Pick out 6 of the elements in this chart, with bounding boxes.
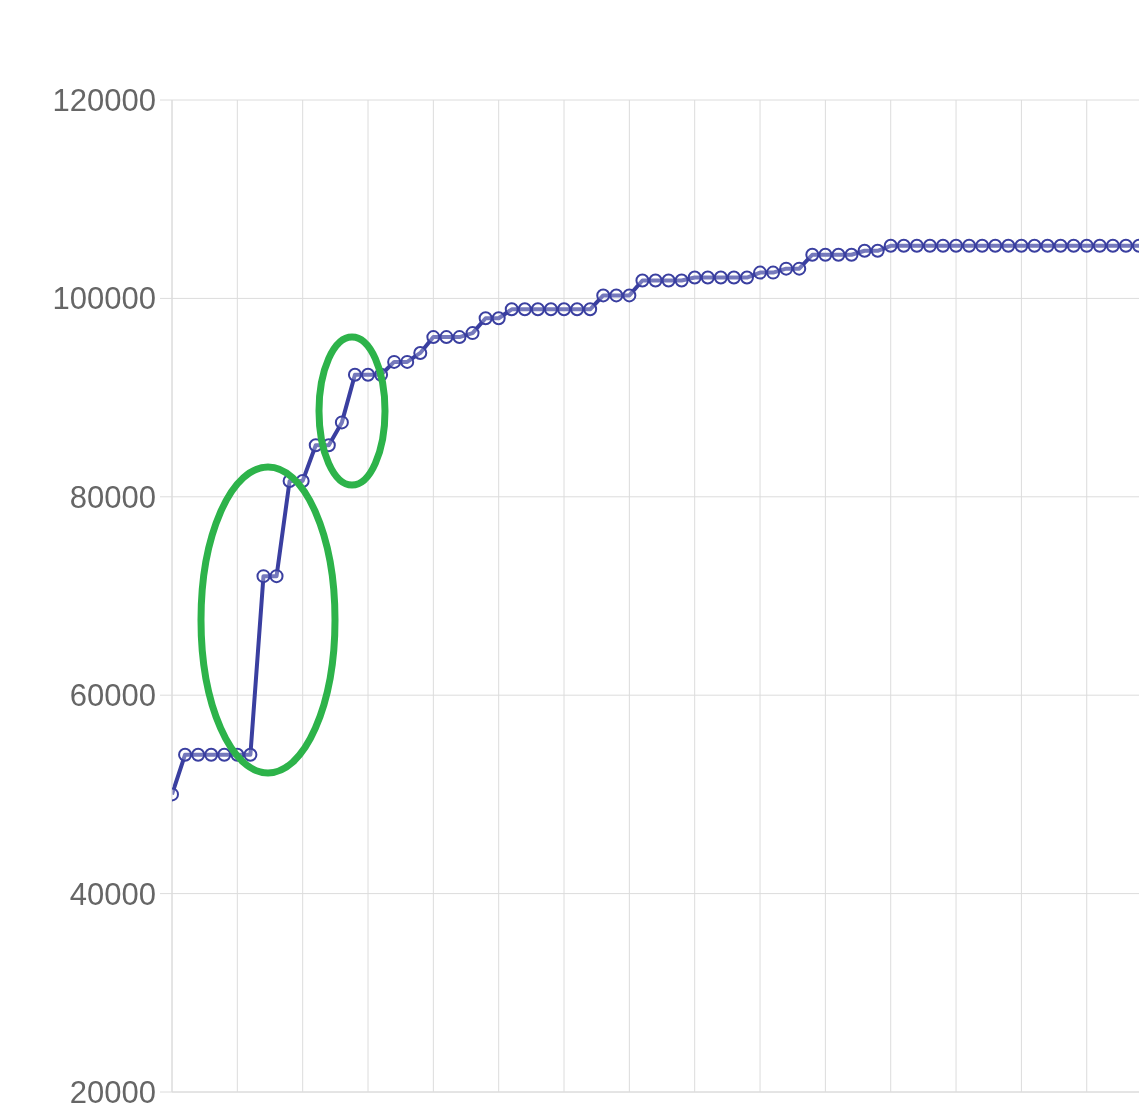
y-tick-label: 40000: [69, 876, 156, 912]
y-tick-label: 100000: [52, 281, 156, 317]
y-tick-label: 20000: [69, 1075, 156, 1111]
y-tick-label: 120000: [52, 83, 156, 118]
y-tick-label: 80000: [69, 479, 156, 515]
y-tick-label: 60000: [69, 678, 156, 714]
